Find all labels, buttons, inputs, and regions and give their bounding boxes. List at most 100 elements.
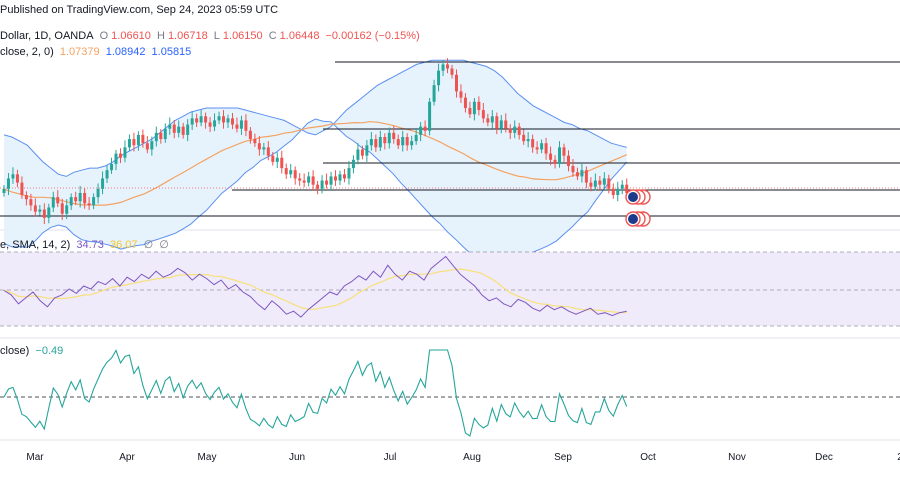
candle-body — [280, 157, 284, 169]
candle-body — [508, 128, 512, 133]
candle-body — [159, 132, 163, 140]
candle-body — [154, 132, 158, 142]
event-markers — [625, 189, 651, 227]
candle-body — [177, 126, 181, 133]
candle-body — [544, 143, 548, 154]
x-tick-label: Aug — [463, 452, 481, 463]
candle-body — [293, 170, 297, 179]
candle-body — [504, 120, 508, 129]
time-axis: Mar Apr May Jun Jul Aug Sep Oct Nov Dec 2 — [26, 452, 900, 463]
candle-body — [329, 176, 333, 185]
candle-body — [522, 134, 526, 142]
candle-body — [437, 70, 441, 86]
candle-body — [195, 118, 199, 123]
header-published: Published on TradingView.com, Sep 24, 20… — [0, 4, 281, 16]
candle-body — [20, 182, 24, 196]
candle-body — [369, 139, 373, 146]
candle-body — [132, 139, 136, 146]
candle-body — [396, 139, 400, 146]
bb-label: close, 2, 0) — [0, 46, 54, 58]
event-marker-flag-icon — [628, 214, 638, 224]
candle-body — [602, 178, 606, 185]
oscillator-pane — [0, 349, 900, 437]
candle-body — [342, 174, 346, 179]
candle-body — [33, 205, 37, 212]
candle-body — [266, 147, 270, 156]
candle-body — [172, 124, 176, 133]
candle-body — [423, 126, 427, 131]
rsi-pane — [0, 251, 900, 327]
bb-upper-value: 1.08942 — [105, 46, 146, 58]
candle-body — [553, 159, 557, 164]
candle-body — [2, 188, 6, 193]
rsi-band — [0, 252, 900, 326]
candle-body — [110, 163, 114, 171]
candle-body — [598, 180, 602, 185]
candle-body — [204, 116, 208, 123]
candle-body — [620, 184, 624, 189]
candle-body — [208, 122, 212, 127]
candle-body — [262, 147, 266, 150]
candle-body — [607, 178, 611, 189]
candle-body — [253, 139, 257, 144]
candle-body — [383, 137, 387, 144]
rsi-sma-line — [3, 268, 627, 314]
close-value: 1.06448 — [279, 30, 320, 42]
candle-body — [499, 120, 503, 129]
candle-body — [571, 166, 575, 173]
candle-body — [150, 141, 154, 150]
rsi-value: 34.73 — [76, 239, 104, 251]
candle-body — [575, 172, 579, 177]
candle-body — [459, 91, 463, 98]
candle-body — [69, 197, 73, 206]
candle-body — [316, 184, 320, 189]
x-tick-label: Mar — [26, 452, 44, 463]
rsi-line — [3, 255, 627, 318]
candle-body — [275, 157, 279, 162]
candle-body — [239, 120, 243, 129]
osc-value: −0.49 — [35, 345, 64, 357]
candle-body — [311, 176, 315, 185]
candle-body — [378, 137, 382, 148]
change-value: −0.00162 (−0.15%) — [325, 30, 420, 42]
candle-body — [419, 126, 423, 135]
candle-body — [347, 168, 351, 179]
low-value: 1.06150 — [222, 30, 263, 42]
candle-body — [611, 188, 615, 196]
candle-body — [625, 184, 629, 193]
candle-body — [181, 126, 185, 135]
candle-body — [96, 188, 100, 198]
candle-body — [468, 107, 472, 115]
x-tick-label: May — [198, 452, 217, 463]
candle-body — [441, 64, 445, 71]
candle-body — [24, 195, 28, 200]
candle-body — [145, 143, 149, 150]
candle-body — [136, 134, 140, 146]
candle-body — [56, 197, 60, 204]
osc-legend: close) −0.49 — [0, 345, 66, 357]
header-ohlc: Dollar, 1D, OANDA O 1.06610 H 1.06718 L 1.0… — [0, 30, 420, 42]
bb-lower-value: 1.05815 — [151, 46, 192, 58]
candle-body — [65, 205, 69, 214]
candle-body — [589, 182, 593, 187]
candle-body — [235, 124, 239, 129]
candle-body — [495, 116, 499, 129]
candle-body — [244, 120, 248, 131]
candle-body — [325, 180, 329, 185]
rsi-sma-value: 36.07 — [109, 239, 138, 251]
candle-body — [11, 174, 15, 179]
candle-body — [123, 147, 127, 158]
candle-body — [74, 197, 78, 202]
published-text: Published on TradingView.com, Sep 24, 20… — [0, 4, 279, 16]
candle-body — [60, 203, 64, 214]
candle-body — [414, 134, 418, 142]
candle-body — [365, 145, 369, 156]
candle-body — [307, 176, 311, 183]
candle-body — [114, 153, 118, 164]
candle-body — [29, 199, 33, 206]
bb-basis-value: 1.07379 — [59, 46, 100, 58]
candle-body — [51, 197, 55, 208]
horizontal-levels — [0, 61, 900, 217]
osc-label: close) — [0, 345, 30, 357]
